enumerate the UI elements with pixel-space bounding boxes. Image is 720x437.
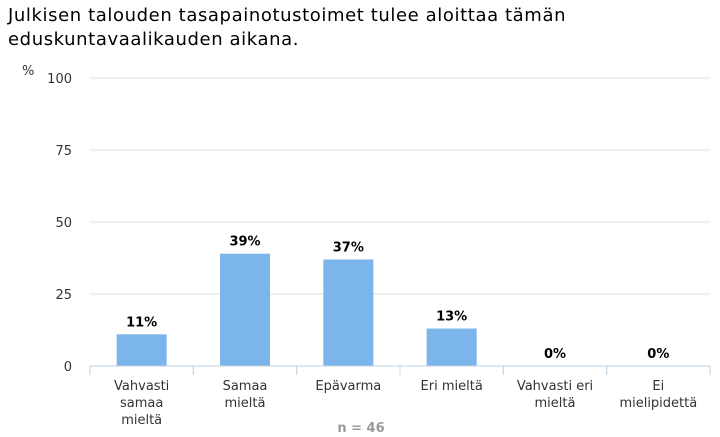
y-axis: 0 25 50 75 100: [47, 72, 72, 375]
x-tick-label: Vahvasti eri: [517, 379, 593, 394]
data-label: 0%: [647, 347, 669, 362]
x-tick-label: mieltä: [535, 396, 576, 411]
bar: [220, 253, 270, 366]
data-label: 11%: [126, 315, 157, 330]
x-tick-label: Vahvasti: [114, 379, 169, 394]
data-label: 0%: [544, 347, 566, 362]
x-tick-label: mieltä: [225, 396, 266, 411]
x-tick-label: mielipidettä: [619, 396, 697, 411]
gridlines: [90, 77, 710, 367]
y-tick-label: 50: [55, 216, 72, 231]
y-tick-label: 100: [47, 72, 72, 87]
y-tick-label: 0: [64, 360, 72, 375]
bars: 11% 39% 37% 13% 0% 0%: [116, 235, 669, 366]
x-axis: Vahvasti samaa mieltä Samaa mieltä Epävarma Er…: [89, 365, 711, 428]
x-tick-label: Epävarma: [315, 379, 381, 394]
y-tick-label: 25: [55, 288, 72, 303]
sample-size-note: n = 46: [337, 421, 384, 436]
x-tick-label: Ei: [652, 379, 664, 394]
chart-title: Julkisen talouden tasapainotustoimet tul…: [8, 5, 567, 50]
y-tick-label: 75: [55, 144, 72, 159]
x-tick-label: Samaa: [223, 379, 268, 394]
data-label: 13%: [436, 310, 467, 325]
x-tick-label: mieltä: [121, 413, 162, 428]
bar: [426, 328, 477, 366]
x-tick-label: Eri mieltä: [421, 379, 483, 394]
y-axis-label: %: [22, 64, 34, 79]
bar: [116, 334, 167, 366]
bar: [323, 259, 374, 366]
x-tick-label: samaa: [120, 396, 163, 411]
data-label: 39%: [229, 235, 260, 250]
data-label: 37%: [333, 240, 364, 255]
